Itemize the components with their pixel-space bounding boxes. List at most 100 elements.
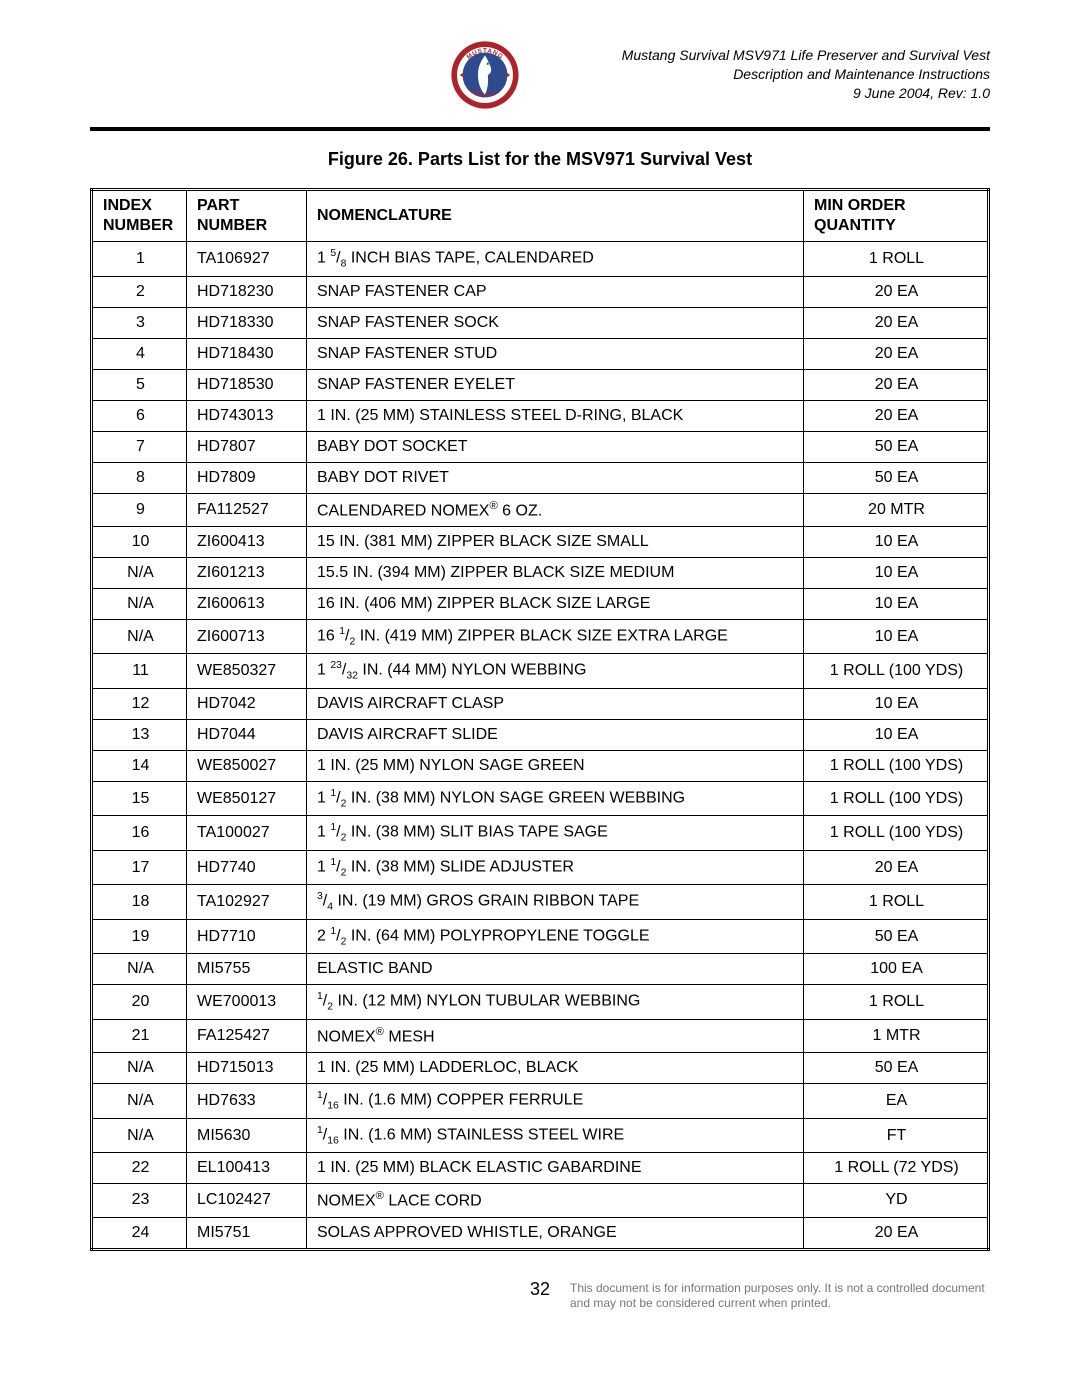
table-row: 19HD77102 1/2 IN. (64 MM) POLYPROPYLENE … [92,919,989,954]
cell-nomenclature: 1 IN. (25 MM) NYLON SAGE GREEN [307,750,804,781]
nomenclature-suffix: LACE CORD [384,1193,482,1210]
nomenclature-prefix: NOMEX [317,1028,376,1045]
cell-part-number: MI5630 [187,1118,307,1153]
cell-part-number: HD718230 [187,276,307,307]
page-footer: 32 This document is for information purp… [90,1279,990,1300]
cell-part-number: ZI600413 [187,526,307,557]
cell-index: N/A [92,954,187,985]
table-row: 17HD77401 1/2 IN. (38 MM) SLIDE ADJUSTER… [92,850,989,885]
cell-index: 11 [92,654,187,689]
fraction-whole: 16 [317,627,335,644]
table-row: 3HD718330SNAP FASTENER SOCK20 EA [92,307,989,338]
cell-nomenclature: 16 1/2 IN. (419 MM) ZIPPER BLACK SIZE EX… [307,619,804,654]
cell-index: 16 [92,816,187,851]
cell-part-number: HD7740 [187,850,307,885]
cell-min-order-qty: 50 EA [804,462,989,493]
cell-min-order-qty: 20 EA [804,307,989,338]
col-header-part-l2: NUMBER [197,217,267,234]
cell-min-order-qty: 10 EA [804,588,989,619]
cell-nomenclature: 1 IN. (25 MM) STAINLESS STEEL D-RING, BL… [307,400,804,431]
table-row: 13HD7044DAVIS AIRCRAFT SLIDE10 EA [92,719,989,750]
col-header-nomenclature: NOMENCLATURE [307,190,804,242]
table-row: 2HD718230SNAP FASTENER CAP20 EA [92,276,989,307]
parts-table-body: 1TA1069271 5/8 INCH BIAS TAPE, CALENDARE… [92,242,989,1250]
nomenclature-suffix: IN. (44 MM) NYLON WEBBING [358,662,586,679]
nomenclature-suffix: IN. (38 MM) NYLON SAGE GREEN WEBBING [346,789,685,806]
cell-nomenclature: 1 IN. (25 MM) LADDERLOC, BLACK [307,1053,804,1084]
fraction-numerator: 1 [317,1090,323,1101]
cell-part-number: HD718330 [187,307,307,338]
cell-index: 22 [92,1153,187,1184]
registered-mark-icon: ® [376,1190,384,1202]
cell-part-number: HD718530 [187,369,307,400]
col-header-index-l1: INDEX [103,196,178,216]
table-row: N/AZI60061316 IN. (406 MM) ZIPPER BLACK … [92,588,989,619]
fraction-whole: 1 [317,824,326,841]
cell-part-number: EL100413 [187,1153,307,1184]
nomenclature-suffix: IN. (419 MM) ZIPPER BLACK SIZE EXTRA LAR… [355,627,728,644]
cell-nomenclature: SOLAS APPROVED WHISTLE, ORANGE [307,1217,804,1249]
table-row: 18TA1029273/4 IN. (19 MM) GROS GRAIN RIB… [92,885,989,920]
nomenclature-suffix: IN. (19 MM) GROS GRAIN RIBBON TAPE [333,893,639,910]
cell-part-number: HD7633 [187,1084,307,1119]
cell-index: 18 [92,885,187,920]
cell-min-order-qty: 20 EA [804,850,989,885]
cell-nomenclature: ELASTIC BAND [307,954,804,985]
nomenclature-suffix: IN. (1.6 MM) COPPER FERRULE [339,1092,583,1109]
cell-min-order-qty: 1 ROLL (100 YDS) [804,781,989,816]
table-row: 11WE8503271 23/32 IN. (44 MM) NYLON WEBB… [92,654,989,689]
col-header-index-l2: NUMBER [103,216,178,236]
nomenclature-suffix: IN. (38 MM) SLIT BIAS TAPE SAGE [346,824,607,841]
table-row: 5HD718530SNAP FASTENER EYELET20 EA [92,369,989,400]
cell-min-order-qty: 10 EA [804,557,989,588]
table-row: 23LC102427NOMEX® LACE CORDYD [92,1184,989,1217]
cell-index: 19 [92,919,187,954]
table-row: 8HD7809BABY DOT RIVET50 EA [92,462,989,493]
cell-part-number: MI5751 [187,1217,307,1249]
cell-nomenclature: 1 1/2 IN. (38 MM) NYLON SAGE GREEN WEBBI… [307,781,804,816]
col-header-part: PART NUMBER [187,190,307,242]
cell-part-number: HD7044 [187,719,307,750]
cell-part-number: HD7042 [187,688,307,719]
cell-index: 5 [92,369,187,400]
cell-min-order-qty: 1 ROLL [804,885,989,920]
cell-nomenclature: 1 IN. (25 MM) BLACK ELASTIC GABARDINE [307,1153,804,1184]
fraction-numerator: 3 [317,891,323,902]
cell-part-number: FA125427 [187,1019,307,1052]
table-row: 10ZI60041315 IN. (381 MM) ZIPPER BLACK S… [92,526,989,557]
cell-min-order-qty: 20 MTR [804,493,989,526]
cell-nomenclature: 1/16 IN. (1.6 MM) STAINLESS STEEL WIRE [307,1118,804,1153]
fraction-numerator: 1 [317,991,323,1002]
cell-nomenclature: 15.5 IN. (394 MM) ZIPPER BLACK SIZE MEDI… [307,557,804,588]
cell-nomenclature: BABY DOT SOCKET [307,431,804,462]
cell-nomenclature: CALENDARED NOMEX® 6 OZ. [307,493,804,526]
fraction-denominator: 32 [346,671,358,682]
table-row: 6HD7430131 IN. (25 MM) STAINLESS STEEL D… [92,400,989,431]
cell-part-number: FA112527 [187,493,307,526]
table-row: 14WE8500271 IN. (25 MM) NYLON SAGE GREEN… [92,750,989,781]
fraction-denominator: 16 [327,1135,339,1146]
cell-part-number: TA102927 [187,885,307,920]
table-row: N/AHD7150131 IN. (25 MM) LADDERLOC, BLAC… [92,1053,989,1084]
cell-nomenclature: 16 IN. (406 MM) ZIPPER BLACK SIZE LARGE [307,588,804,619]
table-row: 16TA1000271 1/2 IN. (38 MM) SLIT BIAS TA… [92,816,989,851]
table-row: 15WE8501271 1/2 IN. (38 MM) NYLON SAGE G… [92,781,989,816]
table-row: 7HD7807BABY DOT SOCKET50 EA [92,431,989,462]
cell-index: 15 [92,781,187,816]
cell-min-order-qty: 10 EA [804,619,989,654]
cell-nomenclature: SNAP FASTENER EYELET [307,369,804,400]
cell-nomenclature: SNAP FASTENER STUD [307,338,804,369]
cell-part-number: TA106927 [187,242,307,277]
cell-part-number: HD718430 [187,338,307,369]
cell-index: N/A [92,619,187,654]
cell-min-order-qty: 50 EA [804,431,989,462]
footer-note: This document is for information purpose… [570,1281,990,1312]
fraction-numerator: 5 [330,248,336,259]
table-row: 12HD7042DAVIS AIRCRAFT CLASP10 EA [92,688,989,719]
cell-index: 14 [92,750,187,781]
cell-part-number: WE850027 [187,750,307,781]
cell-part-number: ZI601213 [187,557,307,588]
cell-index: 2 [92,276,187,307]
fraction-whole: 1 [317,249,326,266]
cell-nomenclature: 1/16 IN. (1.6 MM) COPPER FERRULE [307,1084,804,1119]
